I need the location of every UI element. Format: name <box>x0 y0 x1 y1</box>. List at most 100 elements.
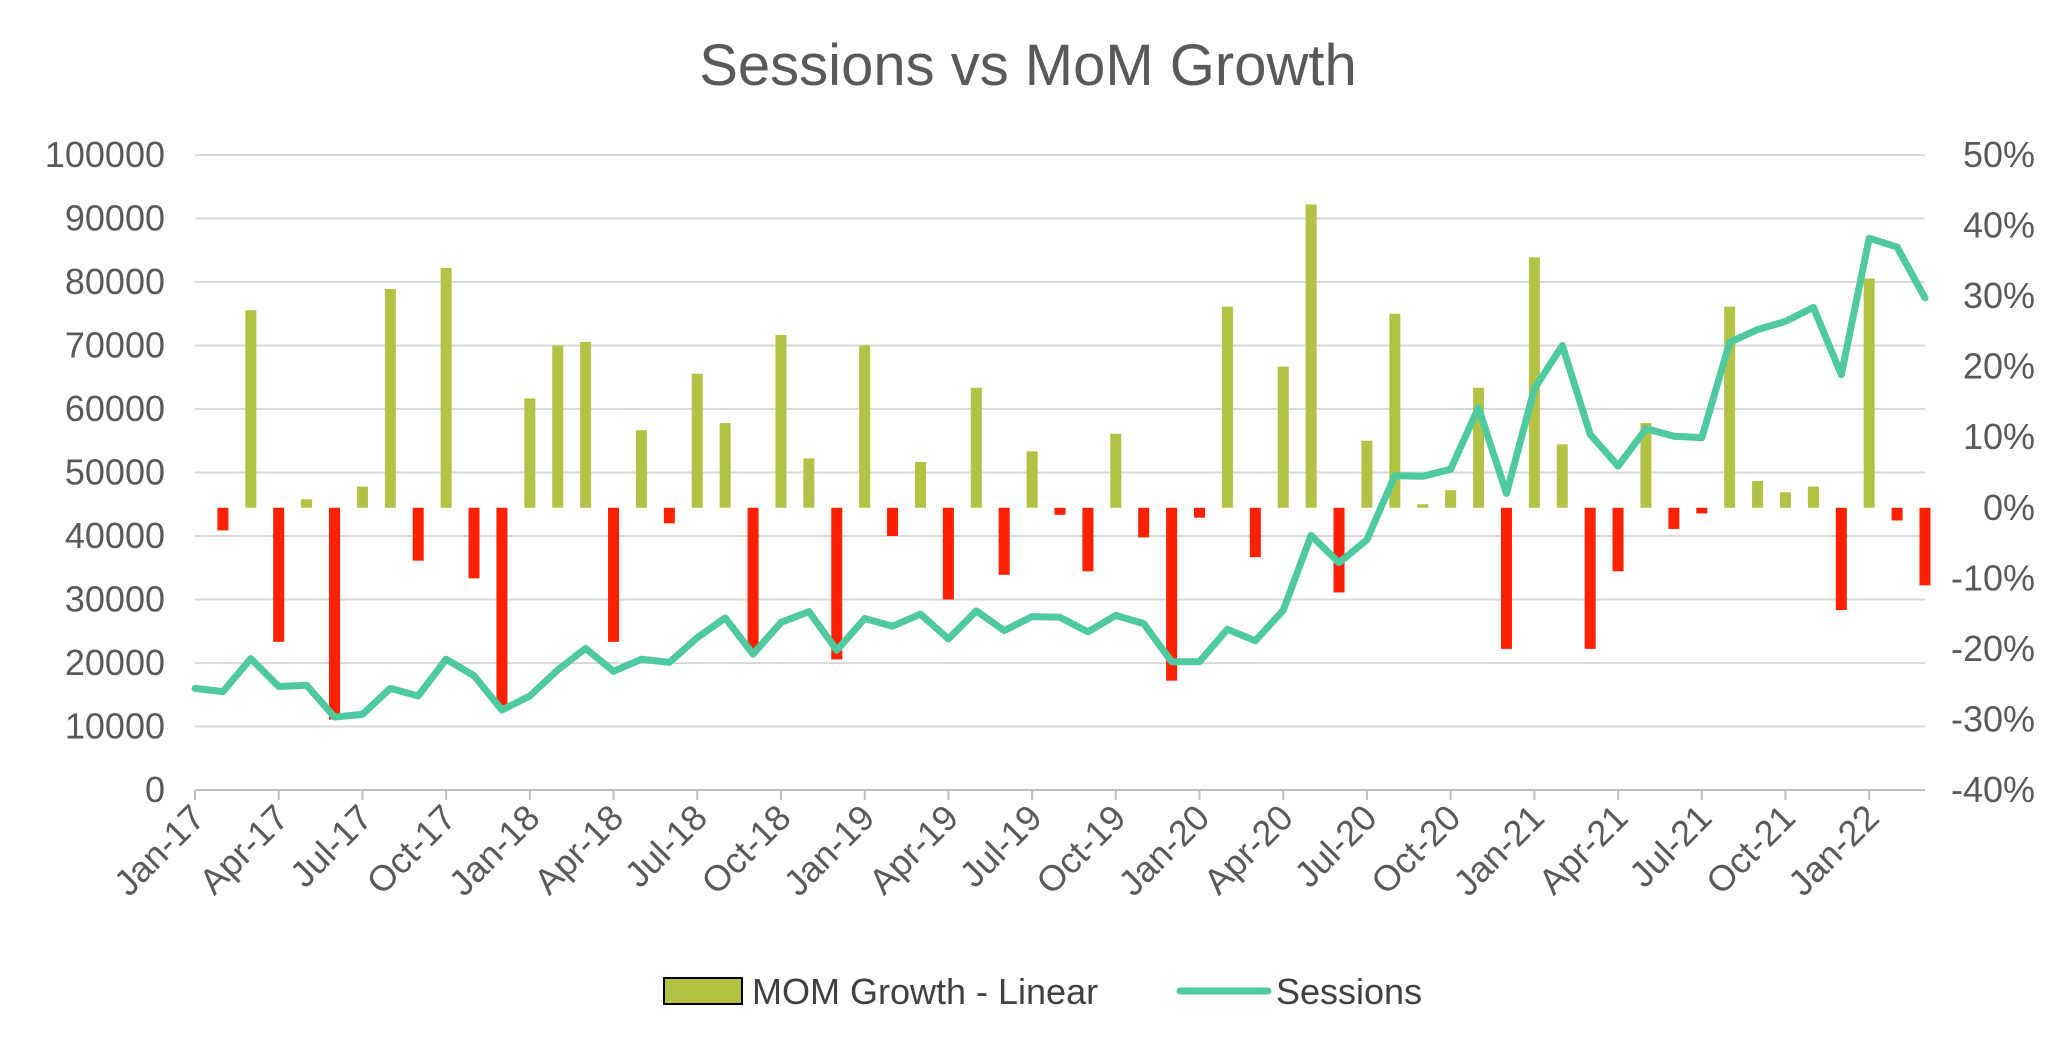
x-tick-label: Jan-22 <box>1780 797 1887 904</box>
growth-bar <box>998 507 1010 575</box>
growth-bar <box>719 423 731 508</box>
growth-bar <box>803 458 815 508</box>
right-tick-label: 40% <box>1963 205 2035 246</box>
growth-bar <box>608 507 620 642</box>
growth-bar <box>580 341 592 508</box>
x-tick-label: Oct-20 <box>1363 797 1468 902</box>
left-tick-label: 80000 <box>65 261 165 302</box>
growth-bar <box>440 267 452 508</box>
growth-bar <box>524 398 536 508</box>
x-tick-label: Apr-20 <box>1195 797 1300 902</box>
growth-bar <box>1082 507 1094 572</box>
right-tick-label: -10% <box>1951 557 2035 598</box>
growth-bar <box>1138 507 1150 538</box>
legend: MOM Growth - Linear Sessions <box>663 971 1422 1012</box>
x-tick-label: Jan-20 <box>1110 797 1217 904</box>
right-tick-label: 20% <box>1963 346 2035 387</box>
growth-bar <box>1863 278 1875 508</box>
growth-bar <box>1221 306 1233 508</box>
growth-bar <box>1054 507 1066 515</box>
left-tick-label: 30000 <box>65 579 165 620</box>
growth-bar <box>691 373 703 508</box>
left-tick-label: 70000 <box>65 325 165 366</box>
x-tick-label: Oct-17 <box>358 797 463 902</box>
growth-bar <box>663 507 675 524</box>
x-tick-label: Jan-19 <box>776 797 883 904</box>
right-tick-label: -40% <box>1951 769 2035 810</box>
left-tick-label: 10000 <box>65 706 165 747</box>
growth-bar <box>1919 507 1931 586</box>
growth-bar <box>384 289 396 508</box>
legend-swatch-growth <box>663 977 743 1005</box>
growth-bar <box>1556 444 1568 508</box>
growth-bar <box>942 507 954 600</box>
growth-bar <box>496 507 508 706</box>
growth-bar <box>1500 507 1512 649</box>
chart-title: Sessions vs MoM Growth <box>699 33 1357 98</box>
growth-bar <box>1333 507 1345 593</box>
left-tick-label: 20000 <box>65 642 165 683</box>
growth-bar <box>1584 507 1596 649</box>
growth-bar <box>552 345 564 508</box>
growth-bar <box>1724 306 1736 508</box>
growth-bar <box>887 507 899 536</box>
growth-bar <box>831 507 843 660</box>
left-tick-label: 50000 <box>65 452 165 493</box>
growth-bar <box>301 499 313 508</box>
left-tick-label: 40000 <box>65 515 165 556</box>
x-tick-label: Apr-21 <box>1530 797 1635 902</box>
growth-bar <box>412 507 424 561</box>
growth-bar <box>1110 433 1122 508</box>
axes: 0 10000 20000 30000 40000 50000 60000 70000 8000… <box>45 134 2035 903</box>
x-tick-label: Oct-19 <box>1028 797 1133 902</box>
growth-bar <box>1166 507 1178 681</box>
right-tick-label: 10% <box>1963 416 2035 457</box>
growth-bar <box>217 507 229 531</box>
left-tick-label: 90000 <box>65 198 165 239</box>
growth-bar <box>1277 366 1289 508</box>
growth-bar <box>970 387 982 508</box>
x-tick-label: Jan-21 <box>1445 797 1552 904</box>
growth-bar <box>1612 507 1624 572</box>
left-tick-label: 100000 <box>45 134 165 175</box>
growth-bar <box>1668 507 1680 529</box>
gridlines <box>195 154 1925 728</box>
growth-bar <box>1640 423 1652 508</box>
x-tick-label: Apr-18 <box>526 797 631 902</box>
right-tick-label: 0% <box>1983 487 2035 528</box>
growth-bar <box>329 507 341 720</box>
growth-bar <box>1417 504 1429 508</box>
growth-bar <box>468 507 480 579</box>
right-tick-label: -30% <box>1951 698 2035 739</box>
growth-bar <box>1445 490 1457 508</box>
legend-label-growth: MOM Growth - Linear <box>752 971 1098 1012</box>
growth-bar <box>747 507 759 649</box>
growth-bar <box>775 334 787 508</box>
right-tick-label: 30% <box>1963 275 2035 316</box>
growth-bar <box>1779 492 1791 508</box>
x-tick-label: Apr-17 <box>191 797 296 902</box>
left-tick-label: 60000 <box>65 388 165 429</box>
growth-bar <box>635 430 647 508</box>
growth-bar <box>1305 204 1317 508</box>
growth-bar <box>1249 507 1261 558</box>
x-tick-label: Apr-19 <box>861 797 966 902</box>
growth-bar <box>1752 480 1764 508</box>
sessions-line-group <box>191 234 1929 721</box>
growth-bar <box>1891 507 1903 521</box>
x-tick-label: Oct-21 <box>1698 797 1803 902</box>
growth-bar <box>859 345 871 508</box>
growth-bar <box>1026 451 1038 508</box>
sessions-line <box>191 234 1929 721</box>
left-tick-label: 0 <box>145 769 165 810</box>
growth-bar <box>1389 313 1401 508</box>
growth-bar <box>914 461 926 508</box>
growth-bar <box>356 486 368 508</box>
growth-bar <box>245 310 257 508</box>
legend-label-sessions: Sessions <box>1276 971 1422 1012</box>
growth-bar <box>1807 486 1819 508</box>
growth-bar <box>1361 440 1373 508</box>
x-tick-label: Oct-18 <box>693 797 798 902</box>
